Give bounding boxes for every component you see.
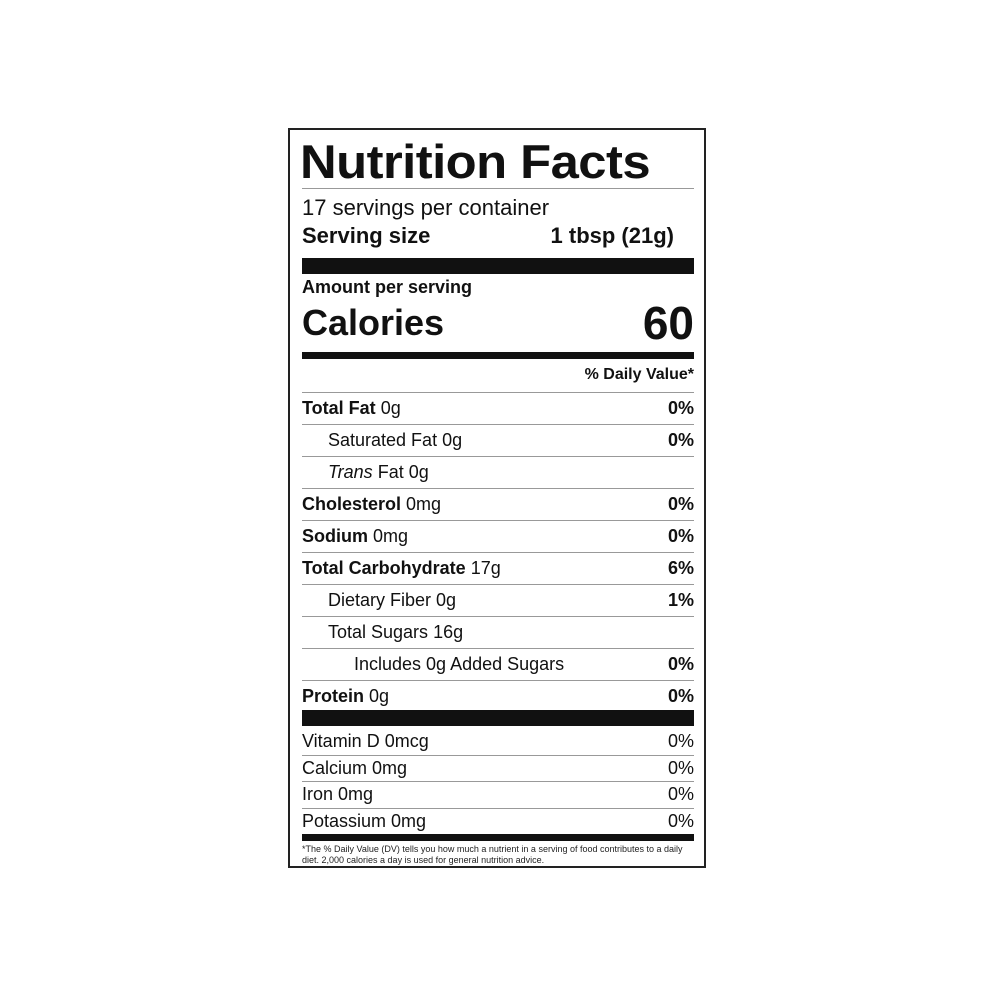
nutrient-row: Total Carbohydrate 17g 6% (302, 552, 694, 584)
nutrient-name: Total Carbohydrate 17g (302, 558, 501, 579)
nutrient-daily-value: 0% (667, 526, 694, 546)
serving-size: Serving size 1 tbsp (21g) (302, 223, 674, 249)
nutrient-label: Cholesterol (302, 494, 402, 514)
vitamin-daily-value: 0% (667, 730, 694, 751)
nutrient-name: Saturated Fat 0g (302, 430, 462, 451)
nutrient-label-suffix: Fat (377, 462, 404, 482)
amount-per-serving: Amount per serving (302, 277, 473, 297)
vitamin-row: Potassium 0mg 0% (302, 807, 694, 834)
vitamin-row: Calcium 0mg 0% (302, 754, 694, 781)
nutrient-name: Protein 0g (302, 686, 389, 707)
nutrient-label: Total Fat (302, 398, 376, 418)
nutrient-row: Saturated Fat 0g 0% (302, 424, 694, 456)
nutrient-amount: 17g (470, 558, 501, 578)
calories: Calories 60 (302, 298, 694, 348)
nutrient-row: Cholesterol 0mg 0% (302, 488, 694, 520)
nutrient-row: Total Fat 0g 0% (302, 392, 694, 424)
nutrient-name: Total Fat 0g (302, 398, 401, 419)
nutrient-daily-value: 0% (667, 494, 694, 514)
vitamin-daily-value: 0% (667, 784, 694, 804)
nutrient-name: Dietary Fiber 0g (302, 590, 456, 611)
divider (302, 188, 694, 189)
nutrient-amount: 0g (369, 686, 390, 706)
nutrient-label: Total Sugars (328, 622, 429, 642)
nutrient-row: Dietary Fiber 0g 1% (302, 584, 694, 616)
nutrition-facts-label: Nutrition Facts 17 servings per containe… (288, 128, 706, 868)
vitamin-name: Potassium 0mg (302, 810, 427, 831)
nutrient-amount: 0g (436, 590, 457, 610)
medium-divider (302, 834, 694, 841)
serving-size-label: Serving size (302, 223, 431, 248)
servings-per-container: 17 servings per container (302, 195, 550, 220)
nutrient-label: Dietary Fiber (328, 590, 432, 610)
nutrient-amount: 0g (380, 398, 401, 418)
nutrient-daily-value: 0% (667, 686, 694, 706)
calories-label: Calories (302, 302, 445, 343)
nutrient-name: Includes 0g Added Sugars (302, 654, 564, 675)
nutrient-row: Trans Fat 0g (302, 456, 694, 488)
nutrient-label: Trans (328, 462, 373, 482)
label-title: Nutrition Facts (300, 135, 651, 188)
nutrient-daily-value: 0% (667, 654, 694, 674)
nutrient-label: Sodium (302, 526, 368, 546)
nutrient-daily-value: 6% (667, 558, 694, 578)
nutrient-daily-value: 1% (667, 590, 694, 610)
nutrient-row: Total Sugars 16g (302, 616, 694, 648)
calories-value: 60 (642, 297, 694, 349)
nutrient-name: Trans Fat 0g (302, 462, 429, 483)
nutrient-name: Cholesterol 0mg (302, 494, 441, 515)
nutrient-row: Includes 0g Added Sugars 0% (302, 648, 694, 680)
vitamin-name: Iron 0mg (302, 784, 374, 804)
vitamin-name: Vitamin D 0mcg (302, 730, 429, 751)
nutrient-amount: 0mg (373, 526, 409, 546)
nutrient-row: Protein 0g 0% (302, 680, 694, 712)
serving-size-value: 1 tbsp (21g) (550, 223, 674, 248)
medium-divider (302, 352, 694, 359)
vitamin-daily-value: 0% (667, 757, 694, 778)
nutrient-amount: 0g (442, 430, 463, 450)
vitamin-row: Iron 0mg 0% (302, 781, 694, 807)
nutrient-amount: 0g (408, 462, 429, 482)
vitamin-name: Calcium 0mg (302, 757, 408, 778)
vitamin-row: Vitamin D 0mcg 0% (302, 728, 694, 754)
nutrient-row: Sodium 0mg 0% (302, 520, 694, 552)
nutrient-daily-value: 0% (667, 430, 694, 450)
nutrient-daily-value: 0% (667, 398, 694, 418)
footnote: *The % Daily Value (DV) tells you how mu… (302, 844, 683, 865)
nutrient-name: Total Sugars 16g (302, 622, 463, 643)
thick-divider (302, 710, 694, 726)
nutrient-amount: 0mg (406, 494, 442, 514)
nutrient-label: Total Carbohydrate (302, 558, 466, 578)
nutrient-label: Includes 0g Added Sugars (354, 654, 565, 674)
daily-value-header: % Daily Value* (584, 366, 694, 383)
vitamin-daily-value: 0% (667, 810, 694, 831)
nutrient-amount: 16g (433, 622, 464, 642)
nutrient-name: Sodium 0mg (302, 526, 408, 547)
nutrient-label: Protein (302, 686, 365, 706)
thick-divider (302, 258, 694, 274)
nutrient-label: Saturated Fat (328, 430, 438, 450)
